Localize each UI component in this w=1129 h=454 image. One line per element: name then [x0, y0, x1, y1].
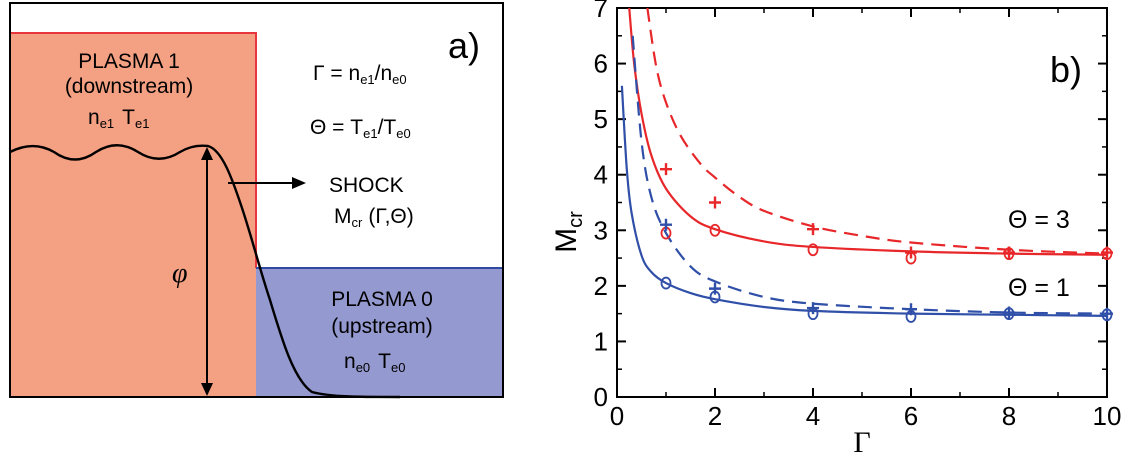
data-point-circle: [1101, 308, 1113, 322]
x-tick-label: 6: [904, 401, 918, 431]
data-point-circle: [1101, 247, 1113, 261]
y-tick-label: 6: [594, 49, 608, 79]
x-tick-label: 4: [806, 401, 820, 431]
panel-b-label: b): [1050, 49, 1082, 90]
data-point-circle: [807, 243, 819, 257]
data-point-circle: [1003, 247, 1015, 261]
shock-mach: Mcr (Γ,Θ): [334, 205, 414, 230]
x-axis-label: Γ: [853, 426, 870, 454]
potential-profile: [9, 144, 401, 399]
plot-frame: [616, 7, 1108, 398]
axis-ticks: [616, 7, 1108, 398]
data-point-plus: [709, 282, 721, 295]
panel-a-label: a): [448, 25, 480, 66]
data-point-circle: [905, 251, 917, 265]
y-tick-label: 5: [594, 104, 608, 134]
data-point-plus: [709, 196, 721, 209]
data-point-circle: [660, 276, 672, 290]
x-tick-label: 10: [1093, 401, 1122, 431]
data-point-plus: [905, 303, 917, 316]
plasma0-params: ne0 Te0: [344, 350, 405, 375]
annotation-theta-1: Θ = 1: [1008, 274, 1070, 302]
tick-labels: 0 2 4 6 8 10 0 1 2 3 4 5 6 7: [594, 0, 1122, 431]
data-point-circle: [905, 310, 917, 323]
x-tick-label: 2: [708, 401, 722, 431]
plasma1-boundary: [10, 32, 257, 268]
plasma1-title: PLASMA 1: [78, 50, 180, 73]
plasma0-subtitle: (upstream): [331, 315, 433, 338]
series-line-3: [631, 35, 1108, 315]
data-point-circle: [709, 290, 721, 304]
series-line-1: [646, 7, 1108, 255]
panel-a-frame: [9, 2, 504, 398]
data-point-circle: [807, 307, 819, 321]
y-tick-label: 7: [594, 0, 608, 23]
phi-arrow-head-down: [201, 383, 213, 396]
phi-arrow-head-up: [201, 147, 213, 160]
data-point-plus: [660, 163, 672, 176]
annotation-theta-3: Θ = 3: [1008, 206, 1070, 234]
plasma1-params: ne1 Te1: [88, 106, 149, 131]
data-point-circle: [1003, 307, 1015, 321]
y-tick-label: 0: [594, 382, 608, 412]
data-point-circle: [709, 223, 721, 237]
shock-title: SHOCK: [329, 174, 404, 197]
y-tick-label: 1: [594, 326, 608, 356]
panel-a: φ PLASMA 1 (downstream) ne1 Te1 Γ = ne1/n…: [9, 2, 504, 399]
y-tick-label: 4: [594, 160, 608, 190]
plasma0-title: PLASMA 0: [331, 288, 433, 311]
data-point-plus: [660, 218, 672, 231]
x-tick-label: 8: [1002, 401, 1016, 431]
y-axis-label: Mcr: [550, 211, 587, 253]
theta-definition: Θ = Te1/Te0: [310, 116, 411, 141]
shock-arrow-head: [292, 177, 306, 189]
data-point-plus: [807, 223, 819, 236]
panel-b: 0 2 4 6 8 10 0 1 2 3 4 5 6 7 b) Θ = 3 Θ = 1 Γ Mcr: [550, 0, 1121, 454]
data-series: [620, 7, 1113, 323]
gamma-definition: Γ = ne1/ne0: [313, 62, 407, 87]
plasma1-region: [10, 33, 256, 397]
series-line-2: [620, 85, 1108, 317]
x-tick-label: 0: [610, 401, 624, 431]
y-tick-label: 3: [594, 215, 608, 245]
plasma1-subtitle: (downstream): [65, 75, 193, 98]
phi-label: φ: [172, 258, 188, 289]
y-tick-label: 2: [594, 271, 608, 301]
